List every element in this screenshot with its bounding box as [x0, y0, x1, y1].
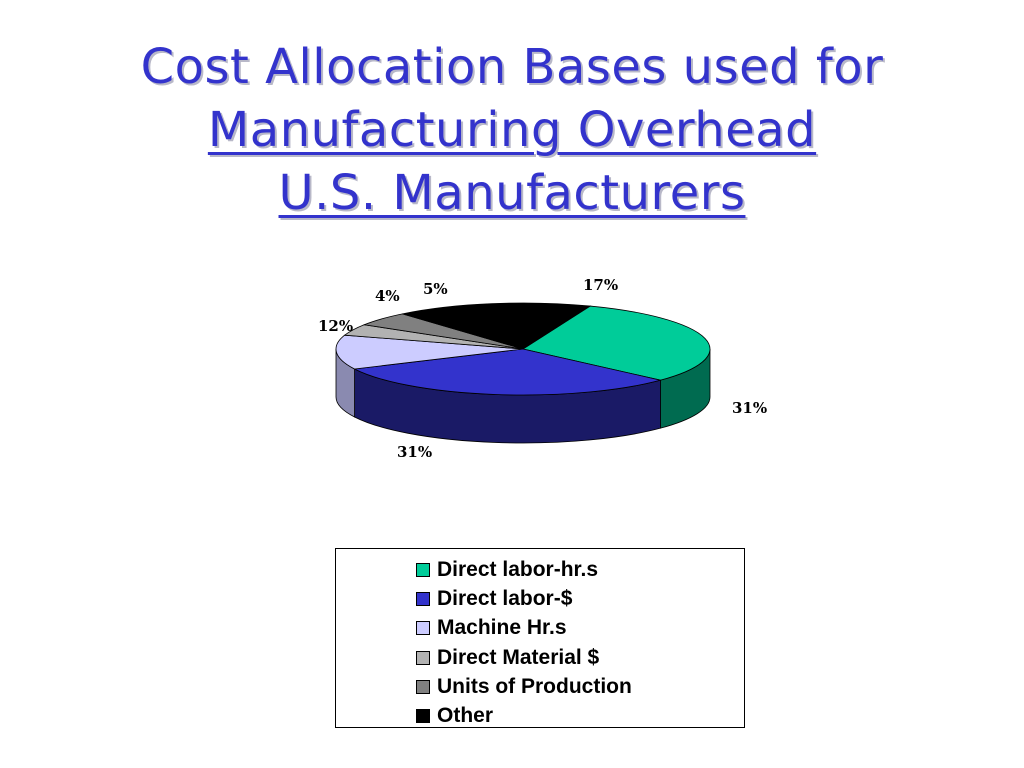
slide-title: Cost Allocation Bases used for Manufactu… [0, 36, 1024, 225]
pie-labels: 31% 31% 12% 4% 5% 17% [318, 276, 767, 461]
pie-label-units-of-production: 5% [423, 280, 448, 298]
legend-item-direct-labor: Direct labor-$ [416, 584, 632, 613]
legend-swatch [416, 709, 430, 724]
legend-swatch [416, 650, 430, 665]
legend-item-machine-hr-s: Machine Hr.s [416, 614, 632, 643]
legend-item-direct-labor-hr-s: Direct labor-hr.s [416, 555, 632, 584]
title-line-1: Cost Allocation Bases used for [140, 39, 884, 95]
legend-item-direct-material: Direct Material $ [416, 643, 632, 672]
legend-label: Direct labor-hr.s [437, 557, 599, 581]
legend-swatch [416, 621, 430, 636]
pie-slice-direct-labor [353, 348, 661, 396]
legend-swatch [416, 679, 430, 694]
pie-label-direct-labor: 31% [397, 443, 432, 461]
title-line-2: Manufacturing Overhead [207, 102, 817, 158]
chart-legend: Direct labor-hr.s Direct labor-$ Machine H… [335, 548, 745, 728]
pie-slice-direct-labor-hr-s [521, 305, 711, 381]
legend-list: Direct labor-hr.s Direct labor-$ Machine H… [416, 555, 632, 731]
legend-label: Direct labor-$ [437, 586, 573, 610]
legend-swatch [416, 562, 430, 577]
pie-label-direct-labor-hr-s: 31% [732, 399, 767, 417]
legend-label: Units of Production [437, 674, 632, 698]
pie-tops [335, 302, 711, 396]
legend-label: Machine Hr.s [437, 616, 567, 640]
pie-slice-machine-hr-s [335, 334, 524, 370]
pie-label-direct-material: 4% [375, 287, 400, 305]
legend-label: Direct Material $ [437, 645, 600, 669]
legend-swatch [416, 591, 430, 606]
pie-label-machine-hr-s: 12% [318, 317, 353, 335]
title-line-3: U.S. Manufacturers [278, 165, 746, 221]
legend-item-units-of-production: Units of Production [416, 672, 632, 701]
legend-item-other: Other [416, 701, 632, 730]
pie-label-other: 17% [583, 276, 618, 294]
pie-chart: 31% 31% 12% 4% 5% 17% [318, 276, 767, 461]
legend-label: Other [437, 704, 494, 728]
pie-slice-other [402, 302, 592, 350]
